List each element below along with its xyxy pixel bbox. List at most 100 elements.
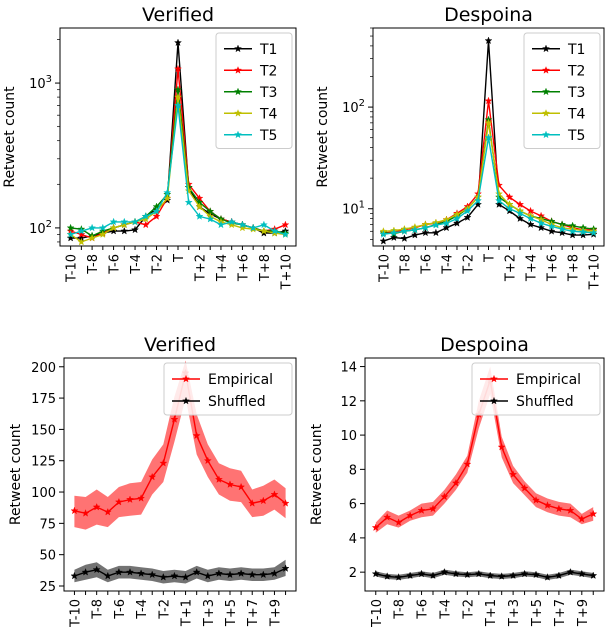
data-point	[184, 198, 193, 206]
data-point	[505, 204, 514, 213]
chart-title: Despoina	[444, 4, 533, 26]
data-point	[163, 188, 172, 197]
data-point	[394, 518, 403, 526]
data-point	[181, 573, 190, 581]
legend-marker	[490, 396, 498, 405]
data-point	[379, 236, 388, 245]
data-point	[579, 230, 588, 239]
data-point	[474, 569, 483, 578]
data-point	[226, 480, 234, 488]
data-point	[371, 523, 380, 531]
x-tick-label: T+2	[193, 254, 208, 282]
x-tick-label: T+5	[530, 599, 545, 627]
data-point	[554, 504, 563, 513]
data-point	[77, 237, 86, 246]
data-point	[421, 223, 430, 232]
data-point	[371, 569, 380, 578]
data-point	[406, 571, 415, 579]
data-point	[174, 85, 182, 94]
x-tick-label: T-4	[129, 254, 144, 275]
legend-label: T3	[567, 85, 585, 101]
data-point	[281, 220, 290, 229]
data-point	[486, 571, 495, 579]
data-point	[192, 568, 201, 576]
data-point	[509, 470, 518, 478]
legend-marker	[542, 44, 550, 53]
legend-label: T1	[567, 42, 585, 58]
data-point	[554, 571, 563, 579]
data-point	[543, 501, 552, 509]
x-tick-label: T+4	[525, 254, 540, 282]
x-tick-label: T+2	[504, 254, 519, 282]
data-point	[400, 227, 409, 235]
data-point	[520, 484, 529, 492]
data-point	[203, 571, 212, 580]
data-point	[281, 230, 290, 238]
data-point	[440, 492, 449, 501]
data-point	[566, 506, 575, 514]
data-point	[170, 571, 179, 580]
y-tick-label: 6	[349, 498, 357, 513]
data-point	[195, 212, 204, 220]
data-point	[109, 217, 118, 226]
legend-marker	[182, 396, 190, 405]
legend-marker	[542, 66, 550, 74]
legend: Empirical Shuffled	[471, 362, 601, 416]
axes-frame	[59, 27, 297, 247]
data-point	[227, 217, 236, 226]
data-point	[558, 224, 567, 233]
x-tick-label: T+10	[279, 254, 294, 290]
legend-marker	[542, 87, 550, 96]
x-tick-label: T+4	[215, 254, 230, 282]
data-point	[159, 459, 168, 467]
data-point	[532, 496, 540, 504]
legend-marker	[490, 374, 498, 383]
data-point	[537, 219, 546, 227]
data-point	[148, 472, 157, 481]
y-tick-label: 75	[39, 517, 56, 532]
y-tick-label: 25	[39, 580, 56, 595]
x-tick-label: T-8	[91, 599, 106, 620]
y-tick-label: 2	[349, 566, 357, 581]
x-tick-label: T-10	[68, 599, 83, 628]
data-point	[238, 223, 247, 232]
y-tick-label: 12	[340, 395, 357, 410]
data-point	[141, 212, 150, 220]
legend-label: T2	[567, 63, 585, 79]
data-point	[137, 494, 146, 502]
legend-marker	[234, 44, 242, 53]
data-point	[495, 196, 503, 205]
data-point	[109, 223, 118, 232]
y-tick-label: 101	[342, 200, 365, 218]
data-point	[114, 568, 123, 576]
data-point	[484, 118, 493, 127]
data-point	[516, 200, 525, 208]
data-point	[81, 509, 90, 517]
data-point	[126, 495, 134, 503]
y-axis-label: Retweet count	[309, 423, 325, 525]
data-point	[192, 431, 201, 440]
y-tick-label: 8	[349, 463, 357, 478]
data-point	[81, 568, 90, 576]
x-tick-label: T+1	[484, 599, 499, 627]
data-point	[417, 506, 426, 514]
data-point	[270, 226, 279, 235]
data-point	[214, 569, 223, 577]
data-point	[98, 230, 107, 238]
legend: T1 T2 T3 T4 T5	[523, 32, 601, 149]
data-point	[120, 217, 129, 226]
y-axis-label: Retweet count	[2, 86, 18, 188]
data-point	[431, 220, 440, 229]
data-point	[92, 502, 101, 511]
x-tick-label: T+7	[246, 599, 261, 627]
legend-label: T3	[259, 85, 277, 101]
data-point	[77, 226, 86, 235]
series-band-shuffled	[74, 559, 286, 584]
data-point	[484, 96, 493, 105]
data-point	[170, 415, 179, 423]
data-point	[120, 220, 129, 229]
x-tick-label: T-10	[65, 254, 80, 283]
data-point	[92, 565, 101, 574]
data-point	[248, 570, 257, 579]
x-tick-label: T-6	[419, 254, 434, 275]
